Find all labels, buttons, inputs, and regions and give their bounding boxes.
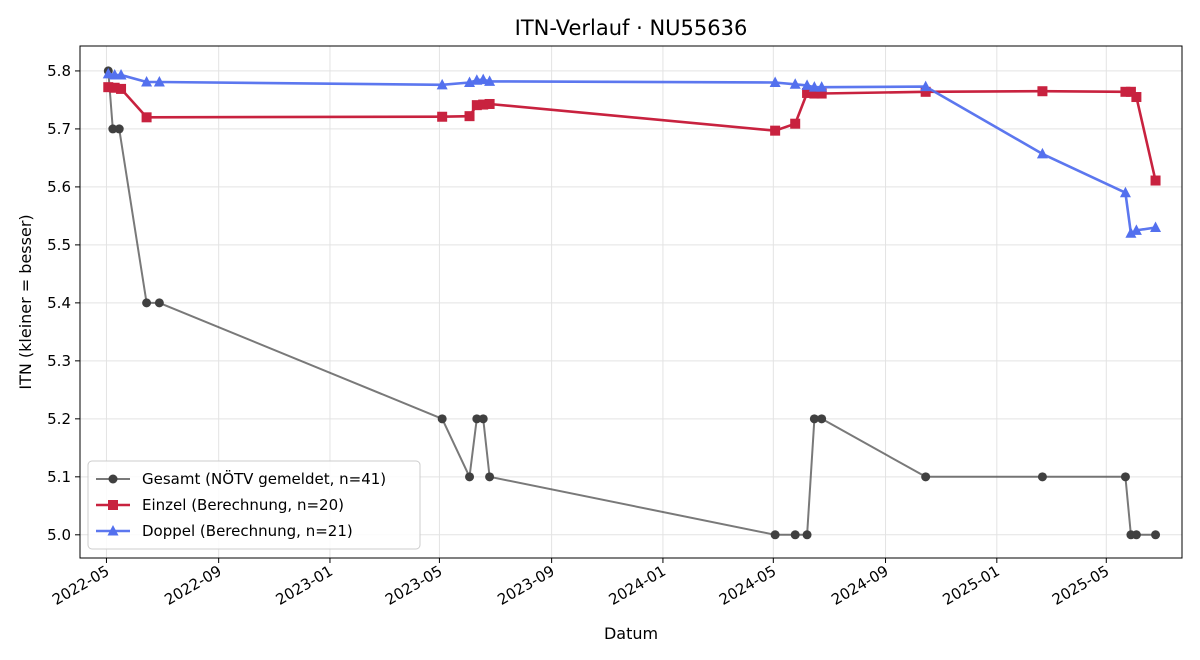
data-point — [920, 86, 931, 97]
data-point — [464, 111, 475, 122]
data-point — [817, 414, 827, 424]
x-tick-label: 2022-05 — [49, 562, 112, 609]
data-point — [154, 298, 164, 308]
data-point — [1131, 530, 1141, 540]
data-point — [484, 75, 496, 86]
data-point — [1125, 227, 1137, 238]
data-point — [1120, 86, 1131, 97]
y-tick-label: 5.8 — [47, 62, 71, 80]
data-point — [1037, 86, 1048, 97]
data-point — [789, 78, 801, 89]
data-point — [802, 87, 813, 98]
data-point — [816, 88, 827, 99]
data-point — [809, 414, 819, 424]
y-tick-label: 5.7 — [47, 120, 71, 138]
data-point — [1125, 86, 1136, 97]
x-tick-label: 2024-01 — [606, 562, 669, 609]
data-point — [1036, 147, 1048, 159]
data-point — [1151, 530, 1161, 540]
data-point — [1037, 472, 1047, 482]
y-tick-label: 5.1 — [47, 468, 71, 486]
data-point — [153, 75, 165, 87]
data-point — [116, 83, 127, 94]
data-point — [1150, 221, 1162, 232]
legend: Gesamt (NÖTV gemeldet, n=41) Einzel (Bere… — [87, 460, 421, 550]
data-point — [816, 81, 828, 92]
data-point — [115, 68, 127, 80]
legend-entry: Doppel (Berechnung, n=21) — [142, 522, 353, 540]
data-point — [477, 73, 489, 85]
x-tick-label: 2024-09 — [828, 562, 891, 609]
y-tick-label: 5.6 — [47, 178, 71, 196]
x-axis-ticks: 2022-05 2022-09 2023-01 2023-05 2023-09 2024-… — [49, 558, 1112, 609]
series-2 — [103, 82, 1161, 186]
data-point — [471, 100, 482, 111]
data-point — [484, 98, 495, 109]
data-point — [1119, 186, 1131, 198]
data-point — [114, 124, 124, 134]
data-point — [1120, 472, 1130, 482]
data-point — [770, 530, 780, 540]
data-point — [437, 111, 448, 122]
x-tick-label: 2023-01 — [273, 562, 336, 609]
legend-entry: Gesamt (NÖTV gemeldet, n=41) — [142, 469, 386, 488]
x-tick-label: 2022-09 — [161, 562, 224, 609]
data-point — [1130, 224, 1142, 235]
data-point — [808, 81, 820, 92]
data-point — [436, 78, 448, 90]
y-tick-label: 5.4 — [47, 294, 71, 312]
series-line — [108, 85, 1157, 181]
data-point — [801, 79, 813, 90]
legend-entry: Einzel (Berechnung, n=20) — [142, 496, 344, 514]
data-point — [769, 76, 781, 88]
y-axis-ticks: 5.0 5.1 5.2 5.3 5.4 5.5 5.6 5.7 5.8 — [47, 62, 80, 544]
data-point — [921, 472, 931, 482]
chart-title: ITN-Verlauf · NU55636 — [515, 16, 748, 40]
series-layer — [102, 66, 1162, 540]
x-tick-label: 2023-05 — [382, 562, 445, 609]
data-point — [109, 82, 120, 93]
data-point — [809, 88, 820, 99]
data-point — [802, 530, 812, 540]
data-point — [465, 472, 475, 482]
data-point — [108, 124, 118, 134]
data-point — [790, 118, 801, 129]
x-tick-label: 2025-01 — [940, 562, 1003, 609]
plot-frame — [79, 45, 1183, 559]
data-point — [1150, 175, 1161, 186]
series-1 — [103, 66, 1161, 540]
data-point — [770, 125, 781, 136]
series-3 — [102, 67, 1162, 238]
y-tick-label: 5.0 — [47, 526, 71, 544]
x-tick-label: 2024-05 — [716, 562, 779, 609]
data-point — [478, 99, 489, 110]
x-tick-label: 2023-09 — [494, 562, 557, 609]
data-point — [478, 414, 488, 424]
series-line — [108, 72, 1156, 235]
data-point — [103, 82, 114, 93]
data-point — [920, 80, 932, 92]
y-tick-label: 5.5 — [47, 236, 71, 254]
x-tick-label: 2025-05 — [1049, 562, 1112, 609]
y-axis-label: ITN (kleiner = besser) — [16, 214, 35, 389]
data-point — [472, 414, 482, 424]
legend-marker — [108, 500, 118, 510]
y-tick-label: 5.3 — [47, 352, 71, 370]
x-axis-label: Datum — [604, 624, 658, 643]
legend-marker — [108, 474, 118, 484]
data-point — [102, 67, 114, 79]
y-tick-label: 5.2 — [47, 410, 71, 428]
data-point — [1131, 92, 1142, 103]
data-point — [790, 530, 800, 540]
legend-marker — [107, 525, 119, 536]
data-point — [142, 298, 152, 308]
data-point — [141, 112, 152, 123]
data-point — [485, 472, 495, 482]
data-point — [437, 414, 447, 424]
data-point — [141, 75, 153, 87]
legend-box — [87, 460, 421, 550]
